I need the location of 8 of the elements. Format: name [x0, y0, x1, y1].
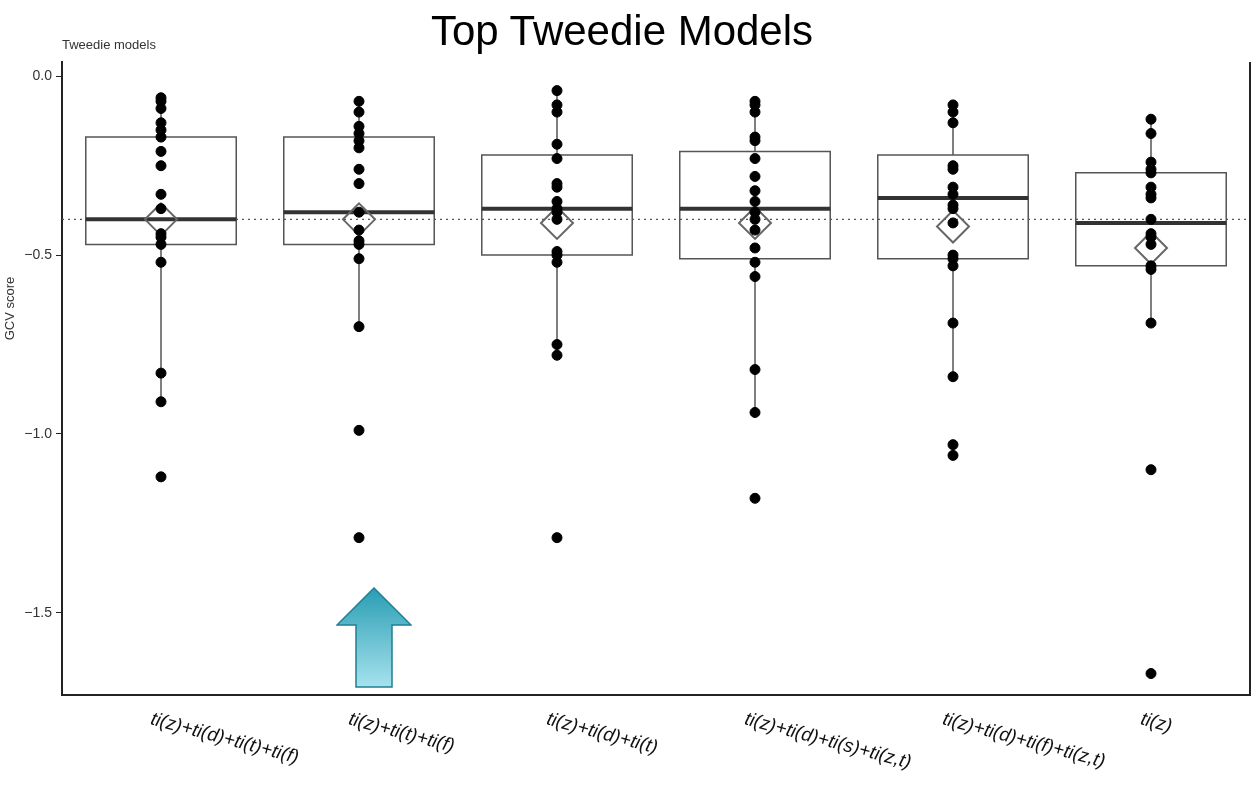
- chart-title: Top Tweedie Models: [430, 7, 814, 54]
- text: Tweedie models: [62, 37, 157, 52]
- y-tick-label: −1.0: [24, 424, 53, 441]
- x-tick-label: ti(z): [1138, 707, 1175, 737]
- y-axis-title: GCV score: [1, 276, 17, 341]
- y-tick-label: −0.5: [24, 245, 53, 262]
- y-tick-label: −1.5: [24, 603, 53, 620]
- y-tick-label: 0.0: [32, 67, 53, 84]
